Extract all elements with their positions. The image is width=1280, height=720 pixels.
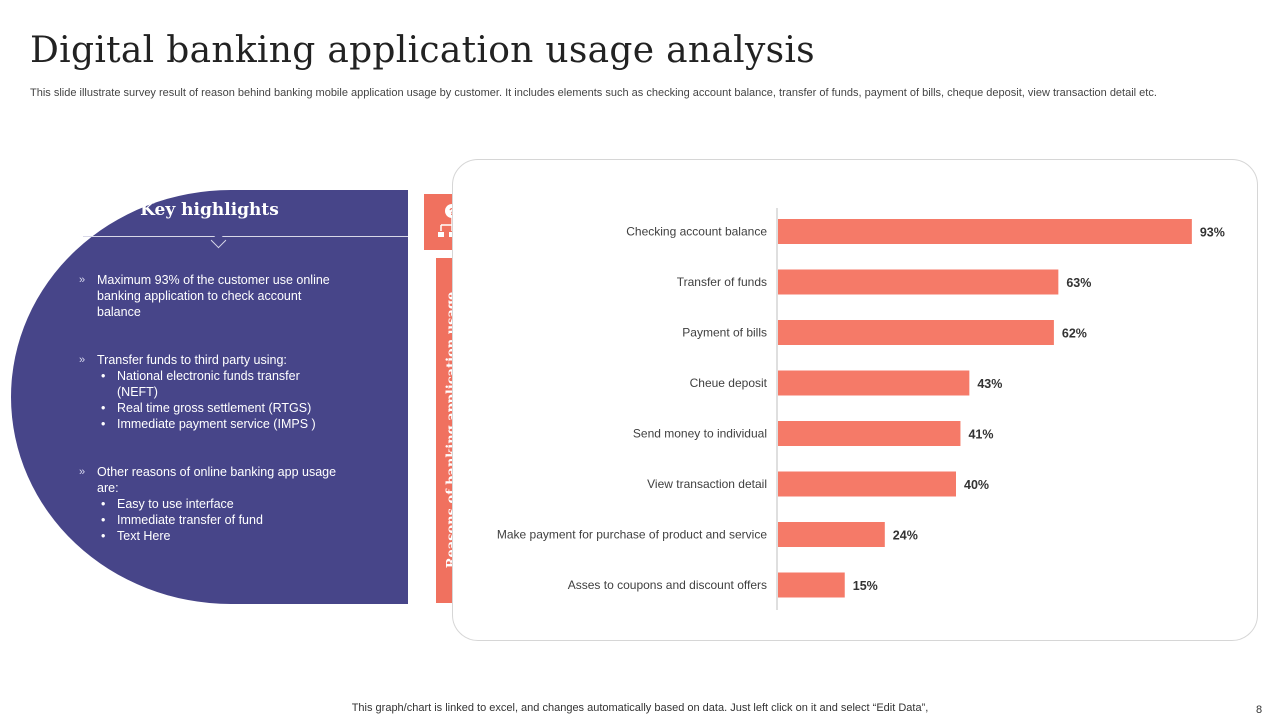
category-label: Checking account balance	[626, 225, 767, 239]
footnote: This graph/chart is linked to excel, and…	[351, 702, 929, 714]
bar	[778, 572, 845, 598]
category-label: Make payment for purchase of product and…	[497, 528, 767, 542]
data-label: 15%	[853, 579, 878, 593]
category-label: View transaction detail	[647, 477, 767, 491]
page-subtitle: This slide illustrate survey result of r…	[30, 87, 1157, 99]
bar	[778, 471, 956, 497]
highlight-sublist: National electronic funds transfer (NEFT…	[79, 368, 339, 432]
chevron-marker-icon: »	[79, 466, 86, 478]
bar	[778, 370, 970, 396]
page-number: 8	[1256, 704, 1263, 716]
data-label: 93%	[1200, 226, 1225, 240]
bar	[778, 522, 885, 547]
highlight-subpoint: Immediate payment service (IMPS )	[101, 416, 339, 432]
category-label: Transfer of funds	[677, 275, 767, 289]
highlight-subpoint: Easy to use interface	[101, 496, 339, 512]
key-highlights-heading: Key highlights	[140, 200, 279, 220]
data-label: 24%	[893, 529, 918, 543]
heading-divider	[83, 236, 408, 237]
category-label: Asses to coupons and discount offers	[568, 578, 767, 592]
highlight-text: Maximum 93% of the customer use online b…	[97, 273, 330, 319]
bar	[778, 219, 1192, 244]
highlight-point: » Transfer funds to third party using: N…	[79, 352, 339, 432]
highlight-text: Other reasons of online banking app usag…	[97, 465, 337, 495]
data-label: 41%	[968, 428, 993, 442]
data-label: 40%	[964, 478, 989, 492]
key-highlights-panel: Key highlights » Maximum 93% of the cust…	[11, 190, 408, 604]
data-label: 63%	[1066, 276, 1091, 290]
highlight-sublist: Easy to use interface Immediate transfer…	[79, 496, 339, 544]
bar	[778, 421, 961, 446]
bar	[778, 320, 1054, 345]
bar-chart: Checking account balance 93% Transfer of f…	[497, 208, 1225, 610]
data-label: 43%	[977, 377, 1002, 391]
highlight-subpoint: National electronic funds transfer (NEFT…	[101, 368, 339, 400]
highlight-point: » Other reasons of online banking app us…	[79, 464, 339, 544]
highlight-subpoint: Real time gross settlement (RTGS)	[101, 400, 339, 416]
highlight-point: » Maximum 93% of the customer use online…	[79, 272, 339, 320]
highlight-subpoint: Immediate transfer of fund	[101, 512, 339, 528]
category-label: Send money to individual	[633, 427, 767, 441]
chevron-marker-icon: »	[79, 274, 86, 286]
chart-card: Checking account balance 93% Transfer of f…	[452, 159, 1258, 641]
highlight-subpoint: Text Here	[101, 528, 339, 544]
category-label: Payment of bills	[682, 326, 767, 340]
chevron-marker-icon: »	[79, 354, 86, 366]
page-title: Digital banking application usage analys…	[30, 30, 815, 71]
category-label: Cheue deposit	[690, 376, 768, 390]
bar	[778, 269, 1059, 295]
highlight-text: Transfer funds to third party using:	[97, 353, 287, 367]
data-label: 62%	[1062, 327, 1087, 341]
